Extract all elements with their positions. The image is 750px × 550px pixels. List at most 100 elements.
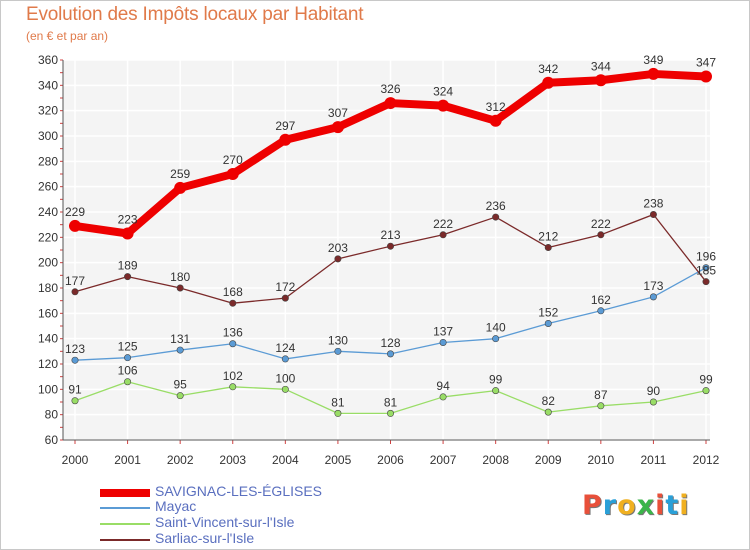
x-tick-label: 2009: [535, 453, 562, 467]
data-point: [176, 346, 184, 354]
data-point: [226, 168, 239, 180]
data-label: 130: [328, 333, 348, 347]
y-tick-label: 180: [38, 281, 58, 295]
data-point: [229, 299, 237, 307]
data-label: 82: [542, 394, 556, 408]
x-tick-label: 2004: [272, 453, 299, 467]
data-point: [334, 409, 342, 417]
x-tick-label: 2011: [641, 453, 667, 467]
x-tick-label: 2006: [377, 453, 404, 467]
data-label: 168: [223, 285, 243, 299]
data-label: 91: [68, 383, 82, 397]
data-point: [281, 294, 289, 302]
data-point: [597, 307, 605, 315]
legend-swatch-savignac: [100, 489, 150, 497]
data-point: [229, 340, 237, 348]
data-point: [647, 67, 660, 80]
data-label: 236: [486, 199, 506, 213]
data-label: 229: [65, 205, 85, 219]
x-tick-label: 2007: [430, 453, 457, 467]
data-label: 125: [118, 340, 138, 354]
data-label: 222: [433, 217, 453, 231]
data-label: 87: [594, 388, 608, 402]
data-label: 196: [696, 250, 716, 264]
data-point: [71, 288, 79, 296]
data-label: 94: [436, 379, 450, 393]
y-tick-label: 300: [38, 129, 58, 143]
data-label: 342: [538, 62, 558, 76]
legend-swatch-sarliac: [100, 539, 150, 541]
data-label: 128: [380, 336, 400, 350]
data-label: 344: [591, 59, 611, 73]
data-label: 189: [118, 259, 138, 273]
data-label: 162: [591, 293, 611, 307]
y-tick-label: 160: [38, 306, 58, 320]
data-point: [597, 231, 605, 239]
data-point: [702, 387, 710, 395]
data-point: [384, 97, 397, 110]
legend-label-savignac: SAVIGNAC-LES-ÉGLISES: [155, 483, 323, 499]
data-point: [649, 293, 657, 301]
y-tick-label: 260: [38, 180, 58, 194]
data-label: 81: [384, 395, 398, 409]
y-tick-label: 60: [45, 433, 59, 447]
logo-letter: x: [636, 490, 656, 521]
data-point: [492, 335, 500, 343]
data-label: 326: [380, 82, 400, 96]
data-point: [702, 264, 710, 272]
data-label: 131: [170, 332, 190, 346]
data-point: [174, 181, 187, 194]
data-label: 297: [275, 119, 295, 133]
data-point: [700, 70, 712, 83]
data-point: [176, 392, 184, 400]
data-point: [281, 355, 289, 363]
data-point: [279, 133, 292, 146]
data-point: [334, 347, 342, 355]
data-label: 312: [486, 100, 506, 114]
data-point: [544, 243, 552, 251]
data-point: [439, 231, 447, 239]
data-point: [542, 76, 555, 89]
y-tick-label: 80: [45, 408, 59, 422]
data-label: 100: [275, 371, 295, 385]
data-label: 99: [699, 373, 713, 387]
legend-swatch-mayac: [100, 507, 150, 509]
data-label: 137: [433, 324, 453, 338]
logo-letter: o: [617, 490, 637, 521]
data-point: [176, 284, 184, 292]
logo-letter: P: [582, 490, 603, 521]
y-tick-label: 140: [38, 332, 58, 346]
data-label: 180: [170, 270, 190, 284]
data-label: 270: [223, 153, 243, 167]
data-point: [229, 383, 237, 391]
plot-area: [63, 60, 710, 440]
data-label: 99: [489, 373, 503, 387]
data-point: [439, 393, 447, 401]
data-label: 213: [380, 228, 400, 242]
x-tick-label: 2005: [325, 453, 352, 467]
data-label: 140: [486, 321, 506, 335]
data-point: [492, 213, 500, 221]
data-point: [334, 255, 342, 263]
data-point: [544, 408, 552, 416]
data-point: [121, 227, 134, 240]
data-label: 152: [538, 305, 558, 319]
data-point: [281, 385, 289, 393]
y-tick-label: 240: [38, 205, 58, 219]
logo-letter: i: [655, 490, 666, 521]
x-tick-label: 2010: [587, 453, 614, 467]
y-tick-label: 220: [38, 230, 58, 244]
data-label: 81: [331, 395, 345, 409]
data-label: 307: [328, 106, 348, 120]
data-point: [489, 114, 502, 127]
data-point: [649, 398, 657, 406]
data-label: 123: [65, 342, 85, 356]
data-label: 90: [647, 384, 661, 398]
x-tick-label: 2002: [167, 453, 194, 467]
data-label: 347: [696, 55, 716, 69]
data-label: 95: [173, 378, 187, 392]
data-label: 212: [538, 229, 558, 243]
data-label: 223: [118, 213, 138, 227]
data-label: 106: [118, 364, 138, 378]
data-label: 259: [170, 167, 190, 181]
